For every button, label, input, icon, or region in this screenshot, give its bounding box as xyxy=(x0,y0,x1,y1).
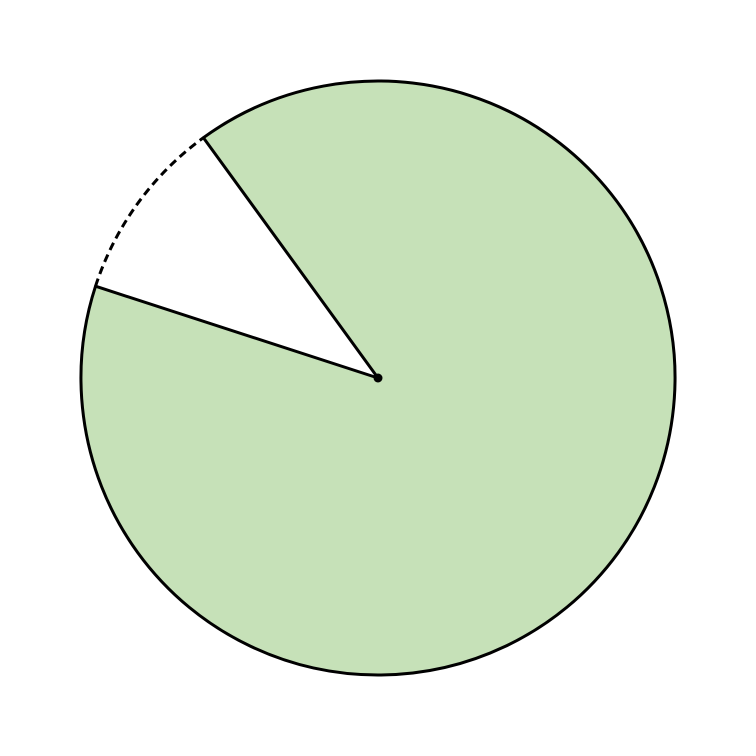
removed-sector-dashed-arc xyxy=(94,136,205,287)
center-point xyxy=(373,373,383,383)
